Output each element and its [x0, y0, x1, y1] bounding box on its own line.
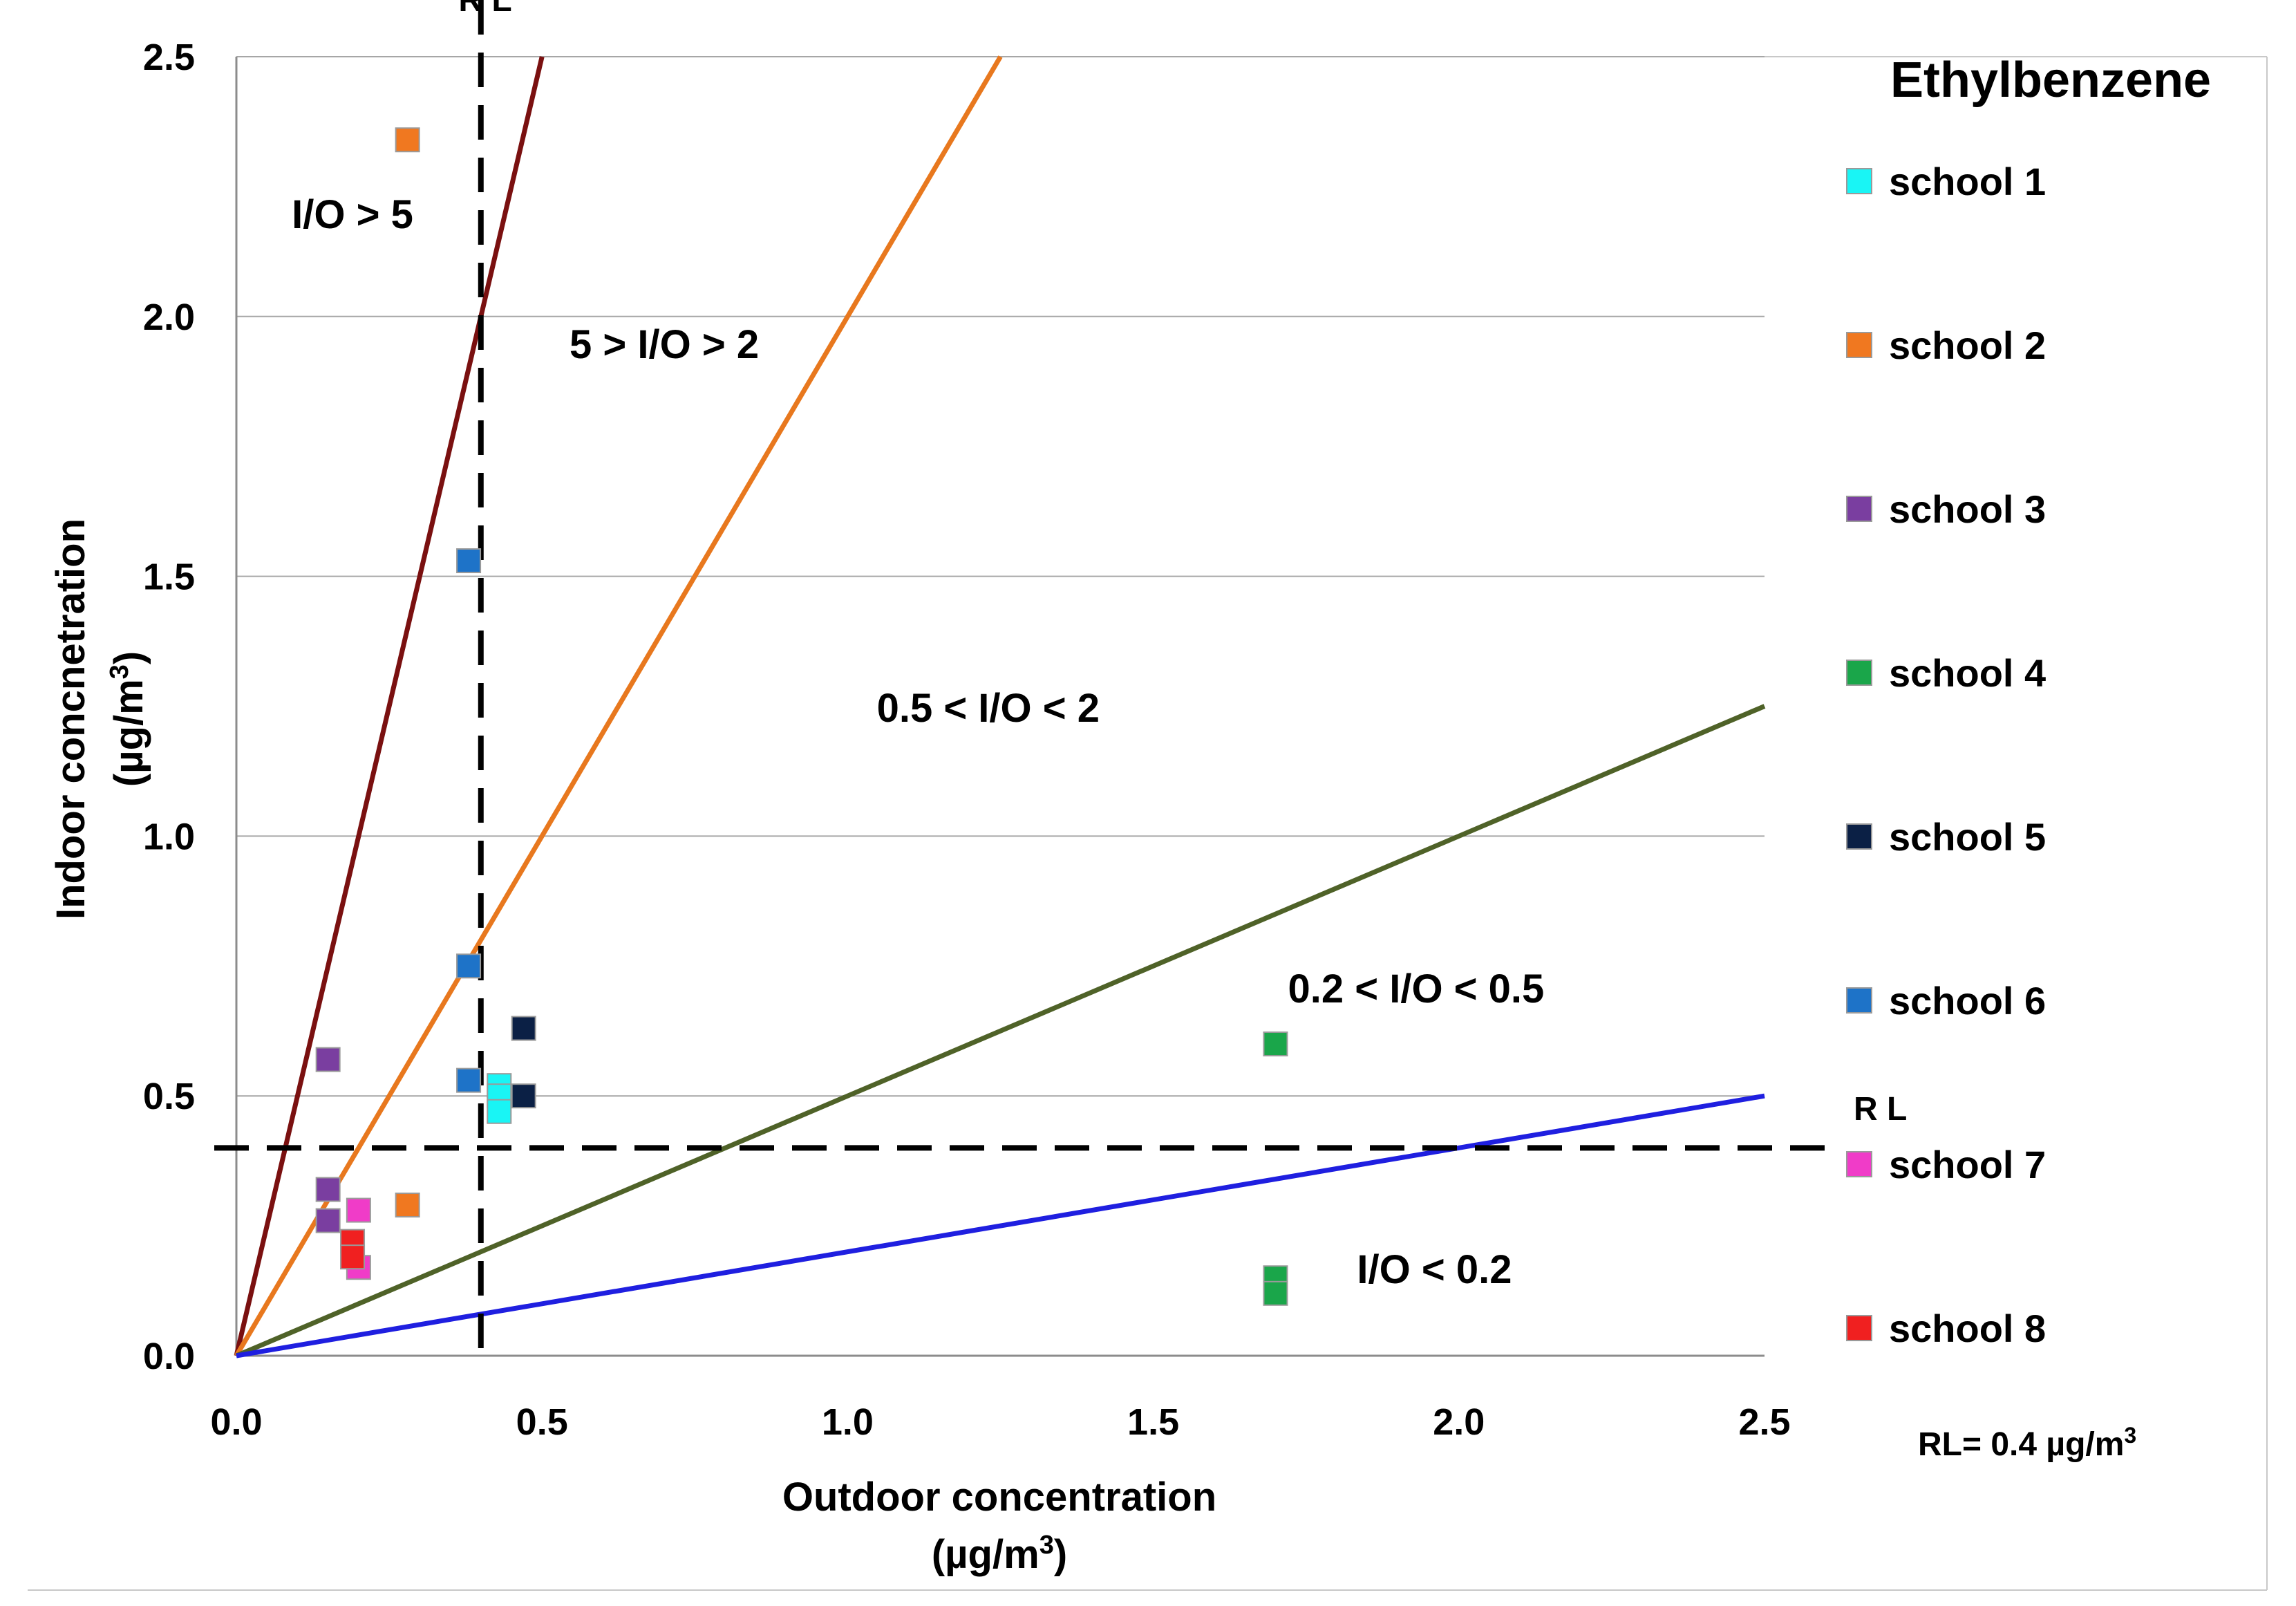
x-tick-label: 1.5 [1127, 1401, 1179, 1443]
legend-label: school 4 [1889, 651, 2046, 695]
data-point [1263, 1031, 1288, 1057]
ratio-line [234, 56, 545, 1356]
region-label: 5 > I/O > 2 [570, 322, 759, 367]
y-tick-label: 2.5 [143, 37, 195, 78]
grid-lines [236, 56, 1765, 1097]
rl-label-horizontal: R L [1854, 1091, 1907, 1128]
legend-swatch [1846, 660, 1872, 686]
region-label: I/O < 0.2 [1357, 1247, 1512, 1292]
data-point [346, 1197, 371, 1223]
data-point [511, 1083, 536, 1109]
y-tick-label: 1.5 [143, 557, 195, 598]
data-point [315, 1208, 341, 1233]
data-point [456, 953, 482, 979]
region-label: I/O > 5 [292, 192, 413, 237]
legend-swatch [1846, 496, 1872, 522]
legend-label: school 2 [1889, 324, 2046, 367]
y-tick-label: 2.0 [143, 297, 195, 338]
y-tick-label: 1.0 [143, 816, 195, 857]
legend-swatch [1846, 168, 1872, 194]
ratio-line [234, 55, 1003, 1357]
legend: school 1 school 2 school 3 school 4 school 5… [1846, 160, 2046, 1350]
x-tick-label: 0.5 [516, 1401, 568, 1443]
rl-note: RL= 0.4 µg/m3 [1918, 1423, 2136, 1463]
x-tick-label: 2.5 [1738, 1401, 1790, 1443]
data-points [315, 127, 1288, 1306]
legend-swatch [1846, 332, 1872, 358]
ratio-line [236, 1093, 1765, 1358]
x-tick-label: 1.0 [822, 1401, 874, 1443]
data-point [315, 1177, 341, 1202]
data-point [456, 1067, 482, 1093]
legend-label: school 3 [1889, 487, 2046, 531]
rl-label-vertical: R L [458, 0, 511, 19]
region-labels: I/O > 5 5 > I/O > 2 0.5 < I/O < 2 0.2 < I/O… [292, 192, 1544, 1292]
legend-label: school 7 [1889, 1143, 2046, 1186]
data-point [395, 1193, 420, 1218]
data-point [511, 1016, 536, 1041]
x-axis-title: Outdoor concentration [782, 1475, 1216, 1520]
legend-swatch [1846, 1151, 1872, 1177]
legend-label: school 1 [1889, 160, 2046, 203]
ratio-line [235, 704, 1766, 1358]
data-point [315, 1047, 341, 1072]
region-label: 0.2 < I/O < 0.5 [1288, 967, 1544, 1011]
legend-swatch [1846, 987, 1872, 1014]
data-point [1263, 1280, 1288, 1306]
x-tick-label: 2.0 [1433, 1401, 1485, 1443]
plot-frame [28, 56, 2268, 1591]
x-axis-unit: (µg/m3) [932, 1531, 1067, 1577]
ratio-lines [234, 55, 1766, 1358]
legend-label: school 6 [1889, 979, 2046, 1023]
legend-label: school 5 [1889, 815, 2046, 859]
data-point [456, 548, 482, 574]
legend-label: school 8 [1889, 1307, 2046, 1350]
x-tick-label: 0.0 [210, 1401, 262, 1443]
region-label: 0.5 < I/O < 2 [877, 686, 1100, 731]
y-axis-title: Indoor concnetration [48, 519, 93, 919]
y-axis-unit: (µg/m3) [105, 651, 151, 787]
data-point [395, 127, 420, 153]
y-tick-label: 0.5 [143, 1076, 195, 1117]
legend-swatch [1846, 1315, 1872, 1341]
data-point [340, 1244, 366, 1270]
legend-swatch [1846, 823, 1872, 850]
data-point [487, 1099, 512, 1124]
chart-title: Ethylbenzene [1890, 53, 2211, 108]
tick-labels: 0.0 0.5 1.0 1.5 2.0 2.5 0.0 0.5 1.0 1.5 2.0 2.5 [143, 37, 1791, 1443]
y-tick-label: 0.0 [143, 1336, 195, 1377]
reference-level-lines [214, 0, 1838, 1365]
